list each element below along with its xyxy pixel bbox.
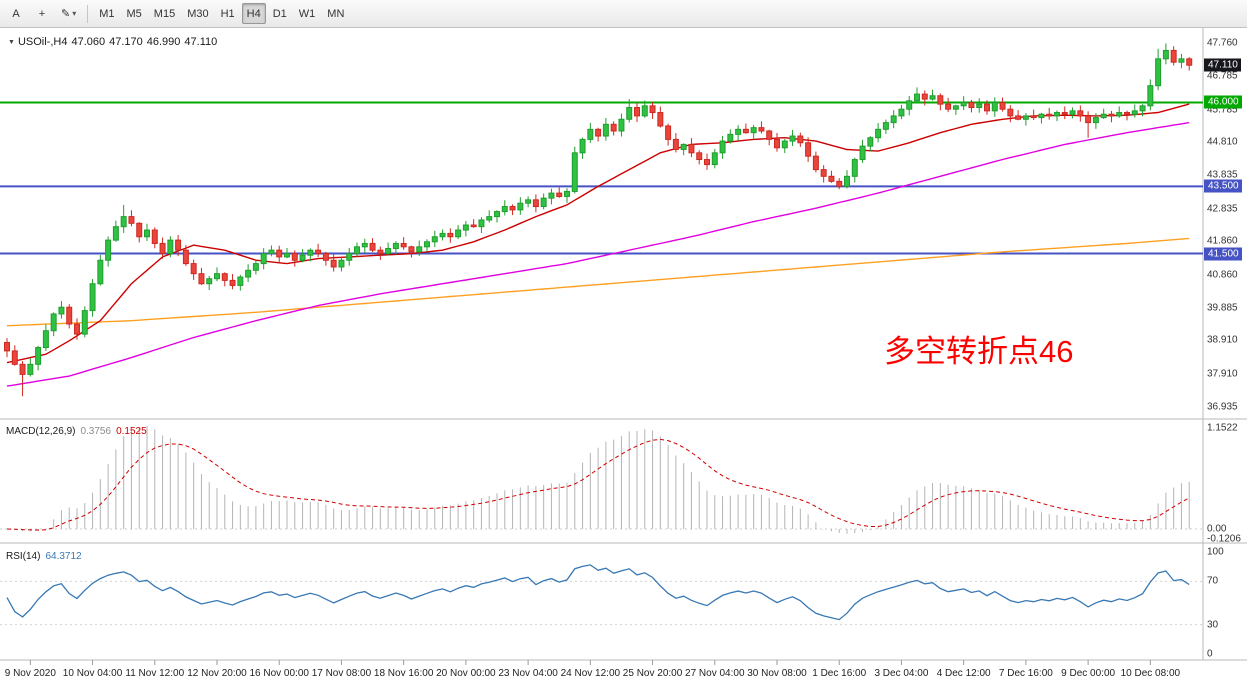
price-axis-label: 39.885 — [1207, 302, 1238, 314]
macd-histogram[interactable] — [7, 426, 1190, 534]
chart-area[interactable]: ▼ USOil-,H4 47.060 47.170 46.990 47.110 MACD(… — [0, 28, 1247, 697]
quote-open: 47.060 — [71, 36, 106, 48]
rsi-axis-label: 100 — [1207, 546, 1224, 558]
time-axis-label: 18 Nov 16:00 — [373, 668, 434, 679]
price-axis-label: 46.785 — [1207, 70, 1238, 82]
time-axis-label: 3 Dec 04:00 — [874, 668, 929, 679]
chart-marker-icon: ▼ — [8, 39, 15, 46]
ma-orange-line[interactable] — [6, 237, 1190, 327]
time-axis-label: 27 Nov 04:00 — [685, 668, 745, 679]
time-axis-label: 9 Dec 00:00 — [1061, 668, 1116, 679]
quote-close: 47.110 — [184, 36, 218, 48]
candlestick-series[interactable] — [4, 43, 1193, 397]
macd-signal-value: 0.1525 — [116, 426, 147, 437]
rsi-line — [6, 564, 1190, 621]
draw-tool-button[interactable]: ✎ ▾ — [56, 3, 81, 24]
price-tag-41.500: 41.500 — [1204, 247, 1242, 261]
time-axis-label: 17 Nov 08:00 — [311, 668, 372, 679]
pencil-icon: ✎ — [61, 8, 71, 20]
macd-indicator-label: MACD(12,26,9) 0.3756 0.1525 — [6, 426, 147, 437]
toolbar: A + ✎ ▾ M1 M5 M15 M30 H1 H4 D1 W1 MN — [0, 0, 1247, 28]
quote-low: 46.990 — [146, 36, 181, 48]
macd-main-value: 0.3756 — [80, 426, 112, 437]
rsi-axis-label: 30 — [1207, 619, 1219, 631]
price-axis-label: 38.910 — [1207, 334, 1238, 346]
price-axis-label: 37.910 — [1207, 368, 1238, 380]
timeframe-button-h4[interactable]: H4 — [241, 3, 266, 24]
timeframe-button-group: M1 M5 M15 M30 H1 H4 D1 W1 MN — [94, 3, 349, 24]
rsi-axis-label: 70 — [1207, 575, 1219, 587]
time-axis-label: 16 Nov 00:00 — [249, 668, 309, 679]
chart-text-annotation[interactable]: 多空转折点46 — [884, 334, 1074, 369]
price-tag-43.500: 43.500 — [1204, 179, 1242, 193]
toolbar-separator — [87, 4, 89, 23]
price-tag-47.110: 47.110 — [1204, 58, 1241, 72]
timeframe-button-m5[interactable]: M5 — [122, 3, 147, 24]
text-tool-button[interactable]: A — [4, 3, 28, 24]
rsi-axis-label: 0 — [1207, 648, 1213, 660]
rsi-value: 64.3712 — [45, 551, 82, 562]
rsi-name: RSI(14) — [6, 551, 41, 562]
time-axis-label: 30 Nov 08:00 — [747, 668, 807, 679]
time-axis-label: 23 Nov 04:00 — [498, 668, 558, 679]
time-axis-label: 25 Nov 20:00 — [622, 668, 683, 679]
time-axis-label: 20 Nov 00:00 — [436, 668, 496, 679]
macd-axis-zero: 0.00 — [1207, 523, 1227, 535]
symbol-header: ▼ USOil-,H4 47.060 47.170 46.990 47.110 — [8, 36, 221, 48]
timeframe-button-m15[interactable]: M15 — [149, 3, 180, 24]
macd-signal-line — [6, 438, 1190, 531]
price-axis-label: 44.810 — [1207, 136, 1238, 148]
macd-axis-min: -0.1206 — [1207, 533, 1241, 545]
macd-name: MACD(12,26,9) — [6, 426, 76, 437]
symbol-name: USOil-,H4 — [17, 36, 68, 48]
timeframe-button-m30[interactable]: M30 — [182, 3, 213, 24]
price-tag-46.000: 46.000 — [1204, 95, 1242, 109]
price-axis-label: 40.860 — [1207, 269, 1238, 281]
chevron-down-icon: ▾ — [72, 9, 77, 18]
time-axis-label: 11 Nov 12:00 — [125, 668, 185, 679]
time-axis-label: 12 Nov 20:00 — [187, 668, 247, 679]
time-axis-label: 10 Dec 08:00 — [1120, 668, 1181, 679]
crosshair-tool-button[interactable]: + — [30, 3, 54, 24]
macd-axis-max: 1.1522 — [1207, 422, 1238, 434]
timeframe-button-m1[interactable]: M1 — [94, 3, 119, 24]
time-axis-label: 9 Nov 2020 — [4, 668, 56, 679]
timeframe-button-h1[interactable]: H1 — [216, 3, 240, 24]
ma-red-line[interactable] — [6, 103, 1190, 364]
timeframe-button-d1[interactable]: D1 — [268, 3, 292, 24]
price-axis-label: 42.835 — [1207, 203, 1238, 215]
time-axis-label: 1 Dec 16:00 — [812, 668, 867, 679]
time-axis-label: 24 Nov 12:00 — [560, 668, 621, 679]
time-axis-label: 10 Nov 04:00 — [62, 668, 123, 679]
time-axis-label: 4 Dec 12:00 — [936, 668, 991, 679]
price-axis-label: 43.835 — [1207, 169, 1238, 181]
timeframe-button-w1[interactable]: W1 — [294, 3, 321, 24]
price-axis-label: 47.760 — [1207, 37, 1238, 49]
price-axis-label: 45.785 — [1207, 104, 1238, 116]
rsi-indicator-label: RSI(14) 64.3712 — [6, 551, 82, 562]
price-axis-label: 41.860 — [1207, 235, 1238, 247]
price-axis-label: 36.935 — [1207, 401, 1238, 413]
price-chart-canvas[interactable] — [0, 28, 1247, 697]
time-axis-label: 7 Dec 16:00 — [998, 668, 1053, 679]
ma-magenta-line[interactable] — [6, 121, 1190, 387]
timeframe-button-mn[interactable]: MN — [322, 3, 349, 24]
quote-high: 47.170 — [109, 36, 143, 48]
